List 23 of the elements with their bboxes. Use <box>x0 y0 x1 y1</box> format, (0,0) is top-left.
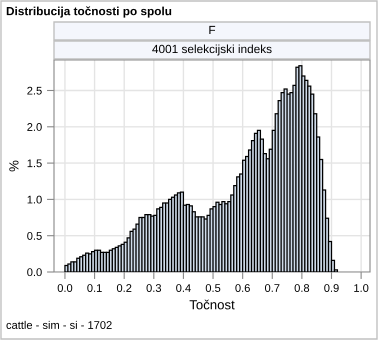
x-tick-label: 1.0 <box>354 284 368 292</box>
x-tick-label: 0.7 <box>264 284 280 292</box>
x-tick-label: 0.6 <box>235 284 250 292</box>
x-tick-label: 0.5 <box>206 284 220 292</box>
y-tick-label: 1.0 <box>28 196 42 204</box>
x-tick-label: 0.4 <box>176 284 191 292</box>
text: 4001 selekcijski indeks <box>152 44 272 56</box>
y-tick-label: 0.0 <box>27 268 42 276</box>
y-axis-title: % <box>9 160 19 172</box>
chart-title: Distribucija točnosti po spolu <box>6 6 172 18</box>
x-tick-label: 0.8 <box>294 284 310 292</box>
x-tick-label: 0.3 <box>146 284 162 292</box>
x-tick-label: 0.1 <box>87 284 102 292</box>
text: cattle - sim - si - 1702 <box>6 320 112 329</box>
chart-subtitle: F <box>209 26 216 34</box>
y-tick-label: 2.5 <box>27 86 42 95</box>
x-tick-label: 0.9 <box>324 284 339 292</box>
y-tick-label: 0.5 <box>27 232 42 240</box>
x-axis-title: Točnost <box>190 300 235 310</box>
y-tick-label: 2.0 <box>27 123 42 131</box>
x-tick-label: 0.0 <box>58 284 72 292</box>
y-tick-label: 1.5 <box>28 159 42 168</box>
x-tick-label: 0.2 <box>116 284 132 292</box>
